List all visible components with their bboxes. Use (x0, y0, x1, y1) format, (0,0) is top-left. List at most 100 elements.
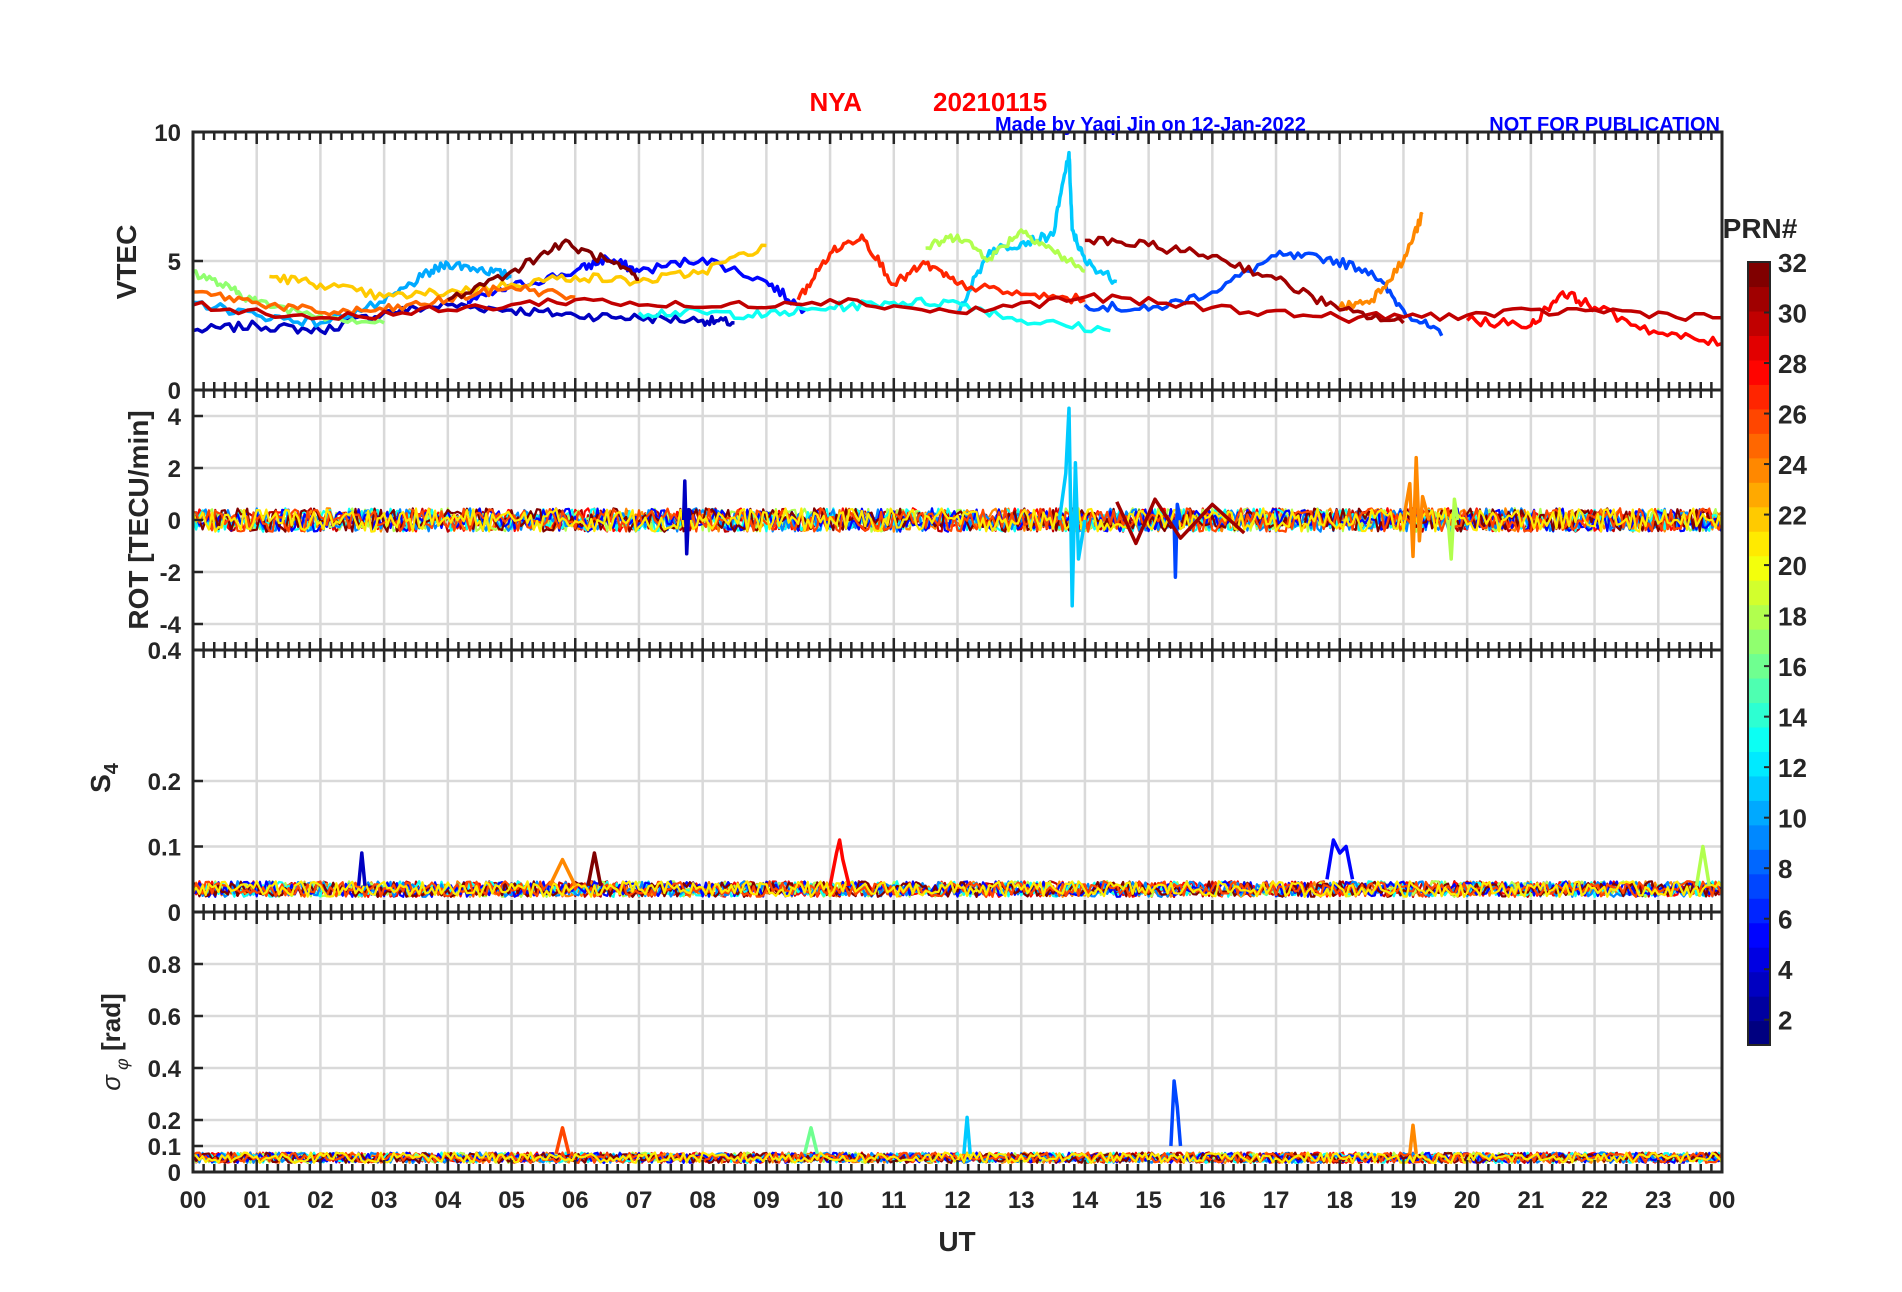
xtick-label: 13 (1008, 1187, 1035, 1214)
vtec-ytick-label: 10 (154, 120, 181, 147)
s4-series-prn-24 (548, 857, 577, 887)
panel-sigma-phi: 00.10.2 0.4 0.6 0.8 00 01 02 03 04 05 06 07 08 09 10 11… (148, 910, 1735, 1214)
sigma_phi-series-prn-11 (962, 1115, 972, 1154)
colorbar-tick-label: 6 (1778, 905, 1792, 935)
s4-ytick-label: 0.1 (148, 835, 181, 862)
xtick-label: 15 (1135, 1187, 1162, 1214)
colorbar-swatch (1748, 531, 1770, 557)
sigma_phi-ytick-label: 0.2 (148, 1108, 181, 1135)
rot-ytick-label: 0 (168, 508, 181, 535)
xtick-label: 19 (1390, 1187, 1417, 1214)
xtick-label: 17 (1263, 1187, 1290, 1214)
xtick-label: 06 (562, 1187, 589, 1214)
colorbar-swatch (1748, 1020, 1770, 1046)
colorbar-tick-label: 8 (1778, 854, 1792, 884)
colorbar-swatch (1748, 286, 1770, 312)
colorbar-swatch (1748, 922, 1770, 948)
colorbar-swatch (1748, 408, 1770, 434)
xtick-label: 23 (1645, 1187, 1672, 1214)
colorbar-swatch (1748, 824, 1770, 850)
xtick-label: 03 (371, 1187, 398, 1214)
colorbar-swatch (1748, 873, 1770, 899)
s4-series-prn-3 (356, 851, 367, 886)
noise-trace-prn-32 (193, 507, 1722, 533)
x-axis-label: UT (938, 1226, 975, 1257)
sigma_phi-series-prn-26 (554, 1126, 571, 1155)
rot-ytick-label: -4 (160, 612, 182, 639)
rot-series-prn-18 (1446, 497, 1460, 561)
colorbar-tick-label: 14 (1778, 703, 1807, 733)
sigma_phi-ytick-label: 0.6 (148, 1004, 181, 1031)
colorbar-swatch (1748, 898, 1770, 924)
colorbar-swatch (1748, 971, 1770, 997)
xtick-label: 14 (1072, 1187, 1099, 1214)
panel-rot: -4 -2 0 2 4 (160, 388, 1724, 652)
colorbar-swatch (1748, 335, 1770, 361)
colorbar-tick-label: 16 (1778, 652, 1807, 682)
xtick-label: 20 (1454, 1187, 1481, 1214)
vtec-series-prn-18 (925, 228, 1086, 273)
colorbar-swatch (1748, 726, 1770, 752)
noise-trace-prn-5 (193, 880, 1722, 898)
xtick-label: 12 (944, 1187, 971, 1214)
sigma_phi-ytick-label: 0.1 (148, 1134, 181, 1161)
vtec-series-prn-24 (1338, 211, 1424, 311)
series-group (193, 150, 1722, 347)
colorbar-tick-label: 22 (1778, 501, 1807, 531)
vtec-series-prn-3 (193, 300, 735, 336)
colorbar-swatch (1748, 677, 1770, 704)
colorbar-swatch (1748, 457, 1770, 483)
colorbar-swatch (1748, 433, 1770, 459)
s4-ytick-label: 0.4 (148, 638, 182, 665)
s4-series-prn-28 (828, 838, 851, 887)
xtick-label: 21 (1518, 1187, 1545, 1214)
rot-ytick-label: 4 (168, 404, 182, 431)
colorbar-tick-label: 18 (1778, 602, 1807, 632)
series-group (193, 838, 1722, 898)
xtick-label: 07 (626, 1187, 653, 1214)
colorbar-tick-label: 30 (1778, 299, 1807, 329)
colorbar-tick-label: 24 (1778, 450, 1807, 480)
colorbar-swatch (1748, 702, 1770, 728)
vtec-series-prn-7 (1083, 249, 1444, 337)
xtick-label: 16 (1199, 1187, 1226, 1214)
colorbar-frame (1747, 261, 1771, 1046)
sigma-phi-axis-label: σ φ [rad] (96, 993, 132, 1090)
colorbar-swatch (1748, 384, 1770, 410)
vtec-series-prn-22 (269, 243, 767, 301)
colorbar-swatch (1748, 629, 1770, 655)
sigma_phi-ytick-label: 0 (168, 1160, 181, 1187)
colorbar-swatch (1748, 800, 1770, 826)
colorbar-swatch (1748, 580, 1770, 606)
station-label: NYA (809, 87, 862, 117)
colorbar-swatch (1748, 653, 1770, 679)
xtick-label: 05 (498, 1187, 525, 1214)
colorbar-tick-label: 20 (1778, 551, 1807, 581)
sigma_phi-series-prn-16 (802, 1126, 820, 1155)
colorbar-swatch (1748, 310, 1770, 337)
colorbar-swatch (1748, 947, 1770, 973)
svg-text:σ φ [rad]: σ φ [rad] (96, 993, 132, 1090)
colorbar-swatch (1748, 604, 1770, 630)
colorbar-swatch (1748, 996, 1770, 1022)
sigma_phi-series-prn-24 (1408, 1123, 1418, 1154)
xtick-label: 02 (307, 1187, 334, 1214)
colorbar-title: PRN# (1723, 213, 1798, 244)
colorbar-swatch (1748, 359, 1770, 385)
date-label: 20210115 (933, 87, 1047, 117)
colorbar-tick-label: 10 (1778, 804, 1807, 834)
xtick-label: 00 (180, 1187, 207, 1214)
noise-trace-prn-21 (193, 880, 1722, 898)
rot-series-prn-3 (681, 479, 692, 556)
rot-series-prn-7 (1172, 502, 1183, 579)
xtick-label: 22 (1581, 1187, 1608, 1214)
colorbar-swatch (1748, 751, 1770, 777)
rot-ytick-label: -2 (160, 560, 181, 587)
noise-trace-prn-21 (193, 507, 1722, 533)
series-group (193, 406, 1722, 608)
colorbar-tick-label: 32 (1778, 248, 1807, 278)
vtec-series-prn-28 (1466, 290, 1722, 347)
colorbar-tick-label: 26 (1778, 400, 1807, 430)
